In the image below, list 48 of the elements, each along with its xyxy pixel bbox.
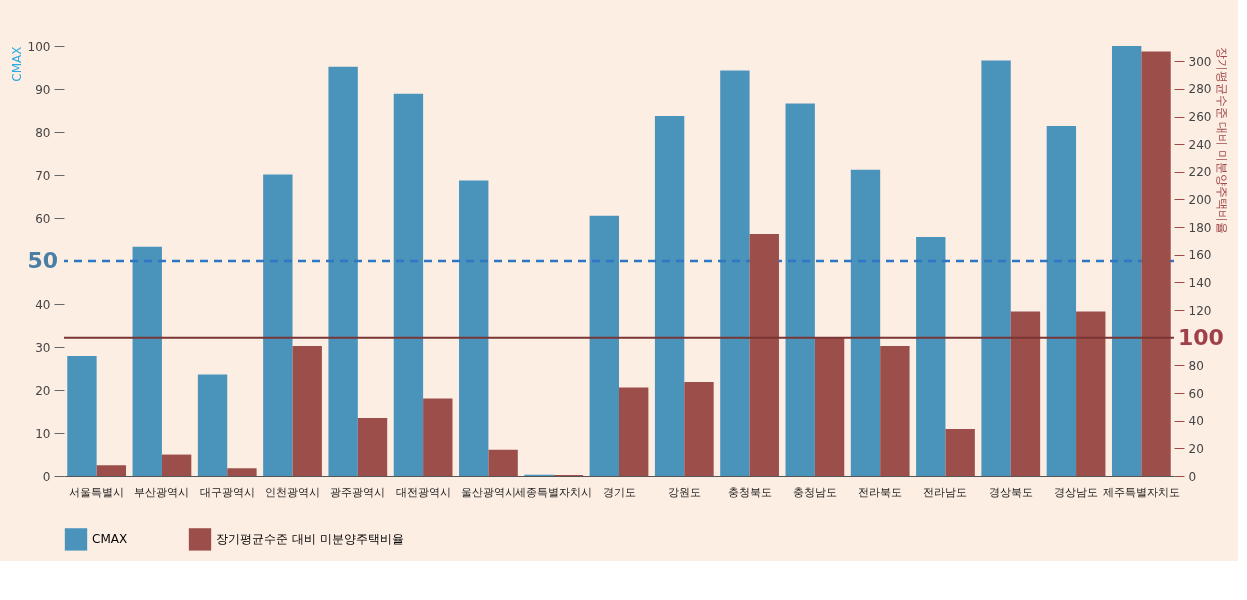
x-tick-label: 전라남도 bbox=[923, 485, 968, 499]
y-tick-label: 90 bbox=[35, 82, 51, 97]
y2-tick-label: 180 bbox=[1188, 220, 1212, 235]
y2-tick-label: 300 bbox=[1188, 54, 1212, 69]
x-tick-label: 충청남도 bbox=[792, 485, 837, 499]
y-tick-label: 80 bbox=[35, 125, 51, 140]
y-tick-label: 20 bbox=[35, 383, 51, 398]
y2-tick-label: 0 bbox=[1188, 469, 1197, 484]
x-tick-label: 광주광역시 bbox=[330, 485, 386, 499]
x-tick-label: 대전광역시 bbox=[395, 485, 451, 499]
legend-label: 장기평균수준 대비 미분양주택비율 bbox=[216, 532, 404, 547]
y-tick-label: 70 bbox=[35, 168, 51, 183]
x-tick-label: 경상북도 bbox=[988, 485, 1033, 499]
legend-label: CMAX bbox=[92, 532, 128, 547]
y-tick-label: 100 bbox=[27, 39, 51, 54]
y2-tick-label: 280 bbox=[1188, 82, 1212, 97]
y2-tick-label: 160 bbox=[1188, 248, 1212, 263]
y2-axis-title: 장기평균수준 대비 미분양주택비율 bbox=[1215, 46, 1230, 235]
y-tick-label: 30 bbox=[35, 340, 51, 355]
y2-tick-label: 20 bbox=[1188, 441, 1204, 456]
y2-tick-label: 260 bbox=[1188, 110, 1212, 125]
x-tick-label: 대구광역시 bbox=[199, 485, 255, 499]
ref-line-label: 50 bbox=[27, 248, 58, 273]
y2-tick-label: 200 bbox=[1188, 192, 1212, 207]
y-tick-label: 0 bbox=[42, 469, 51, 484]
ref-line-label: 100 bbox=[1178, 324, 1224, 350]
y-tick-label: 10 bbox=[35, 426, 51, 441]
x-tick-label: 경기도 bbox=[602, 485, 636, 499]
x-tick-label: 충청북도 bbox=[727, 485, 772, 499]
x-tick-label: 울산광역시 bbox=[460, 485, 516, 499]
y2-tick-label: 220 bbox=[1188, 165, 1212, 180]
x-tick-label: 제주특별자치도 bbox=[1102, 485, 1180, 499]
x-tick-label: 부산광역시 bbox=[134, 485, 190, 499]
y-axis-title: CMAX bbox=[9, 46, 24, 82]
y2-tick-label: 140 bbox=[1188, 275, 1212, 290]
x-tick-label: 세종특별자치시 bbox=[515, 485, 593, 499]
x-tick-label: 서울특별시 bbox=[69, 485, 125, 499]
y2-tick-label: 60 bbox=[1188, 386, 1204, 401]
y2-tick-label: 80 bbox=[1188, 358, 1204, 373]
x-tick-label: 인천광역시 bbox=[265, 485, 321, 499]
x-tick-label: 경상남도 bbox=[1054, 485, 1099, 499]
y-tick-label: 40 bbox=[35, 297, 51, 312]
y2-tick-label: 40 bbox=[1188, 414, 1204, 429]
x-tick-label: 강원도 bbox=[667, 485, 701, 499]
y-tick-label: 60 bbox=[35, 211, 51, 226]
y2-tick-label: 240 bbox=[1188, 137, 1212, 152]
x-tick-label: 전라북도 bbox=[858, 485, 903, 499]
y2-tick-label: 120 bbox=[1188, 303, 1212, 318]
